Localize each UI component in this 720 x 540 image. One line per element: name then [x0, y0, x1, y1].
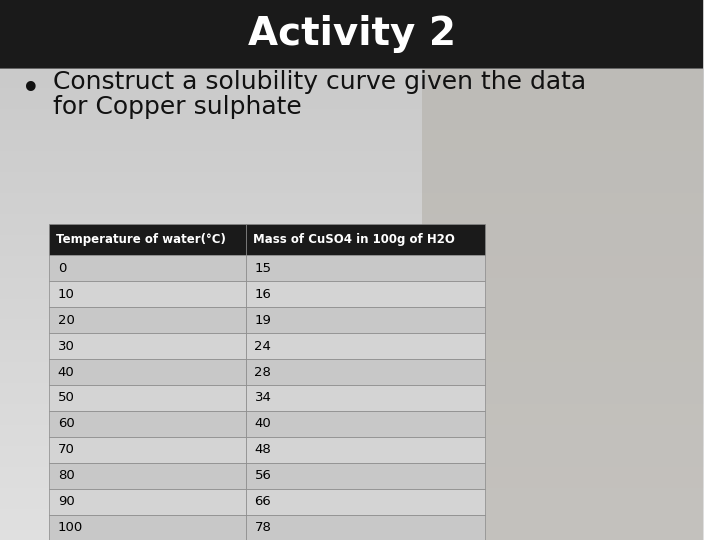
Text: 40: 40: [58, 366, 74, 379]
Text: 30: 30: [58, 340, 75, 353]
Text: 56: 56: [254, 469, 271, 482]
Bar: [246, 515, 485, 540]
Text: 40: 40: [254, 417, 271, 430]
Text: 48: 48: [254, 443, 271, 456]
Bar: [246, 281, 485, 307]
Bar: [49, 359, 246, 385]
Text: 70: 70: [58, 443, 75, 456]
Text: 34: 34: [254, 392, 271, 404]
Bar: [49, 255, 246, 281]
Text: Temperature of water(°C): Temperature of water(°C): [56, 233, 226, 246]
Bar: [246, 437, 485, 463]
Text: 24: 24: [254, 340, 271, 353]
Text: •: •: [21, 72, 41, 106]
Bar: [49, 333, 246, 359]
Bar: [49, 463, 246, 489]
Text: 10: 10: [58, 288, 75, 301]
Bar: [246, 255, 485, 281]
Bar: [49, 489, 246, 515]
Text: 16: 16: [254, 288, 271, 301]
Text: 50: 50: [58, 392, 75, 404]
Bar: [49, 437, 246, 463]
Bar: [246, 385, 485, 411]
Bar: [246, 307, 485, 333]
Bar: [246, 463, 485, 489]
Bar: [422, 68, 703, 540]
Bar: [49, 515, 246, 540]
Bar: [0, 0, 703, 68]
Text: 20: 20: [58, 314, 75, 327]
Text: 66: 66: [254, 495, 271, 508]
Bar: [49, 224, 246, 255]
Bar: [49, 411, 246, 437]
Text: 15: 15: [254, 262, 271, 275]
Text: 60: 60: [58, 417, 74, 430]
Text: 90: 90: [58, 495, 74, 508]
Text: 19: 19: [254, 314, 271, 327]
Bar: [246, 489, 485, 515]
Text: Activity 2: Activity 2: [248, 15, 456, 53]
Bar: [49, 385, 246, 411]
Text: 0: 0: [58, 262, 66, 275]
Text: Mass of CuSO4 in 100g of H2O: Mass of CuSO4 in 100g of H2O: [253, 233, 455, 246]
Bar: [246, 224, 485, 255]
Bar: [49, 307, 246, 333]
Text: for Copper sulphate: for Copper sulphate: [53, 95, 302, 119]
Bar: [246, 333, 485, 359]
Bar: [49, 281, 246, 307]
Text: Construct a solubility curve given the data: Construct a solubility curve given the d…: [53, 70, 586, 94]
Text: 78: 78: [254, 521, 271, 534]
Text: 28: 28: [254, 366, 271, 379]
Bar: [0, 68, 703, 69]
Text: 100: 100: [58, 521, 83, 534]
Bar: [246, 359, 485, 385]
Text: 80: 80: [58, 469, 74, 482]
Bar: [246, 411, 485, 437]
